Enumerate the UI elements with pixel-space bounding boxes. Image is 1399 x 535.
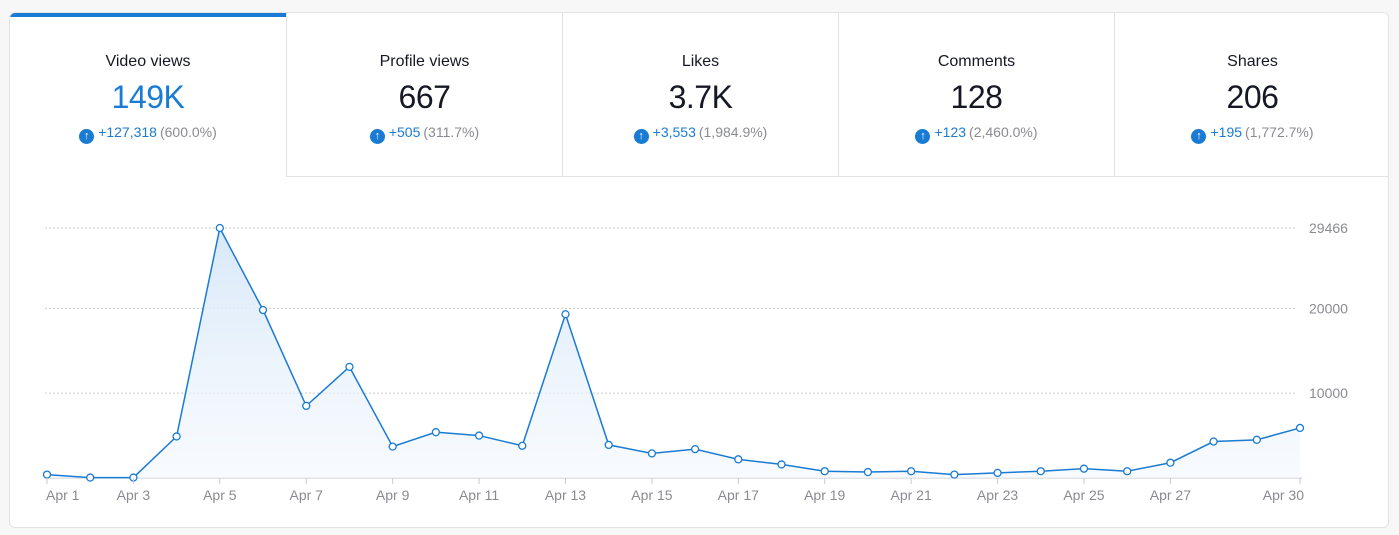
data-point[interactable] (906, 467, 916, 476)
x-tick-label: Apr 1 (46, 487, 80, 503)
metric-tabs: Video views 149K ↑ +127,318 (600.0%) Profi… (10, 13, 1388, 178)
x-tick-label: Apr 17 (718, 487, 759, 503)
percent-change: (1,984.9%) (698, 124, 768, 140)
data-point[interactable] (474, 431, 484, 440)
arrow-up-circle-icon: ↑ (369, 129, 385, 144)
x-tick-label: Apr 3 (117, 487, 151, 503)
data-point[interactable] (518, 441, 527, 450)
x-tick-label: Apr 27 (1150, 487, 1191, 503)
x-tick-label: Apr 15 (631, 487, 672, 503)
data-point[interactable] (431, 428, 441, 437)
tab-label: Profile views (379, 53, 470, 70)
y-tick-label: 29466 (1309, 220, 1348, 236)
tab-change: ↑ +505 (311.7%) (287, 124, 562, 144)
tab-change: ↑ +3,553 (1,984.9%) (563, 124, 838, 144)
delta-value: +195 (1210, 124, 1243, 140)
percent-change: (311.7%) (423, 124, 480, 140)
analytics-card: Video views 149K ↑ +127,318 (600.0%) Profi… (9, 12, 1389, 528)
data-point[interactable] (302, 401, 311, 411)
tab-video-views[interactable]: Video views 149K ↑ +127,318 (600.0%) (10, 13, 286, 177)
tab-change: ↑ +195 (1,772.7%) (1115, 124, 1388, 144)
data-point[interactable] (258, 305, 268, 315)
x-tick-label: Apr 11 (459, 487, 499, 503)
tab-value: 206 (1226, 79, 1279, 115)
data-point[interactable] (820, 467, 829, 476)
data-point[interactable] (345, 362, 354, 372)
data-point[interactable] (42, 470, 52, 479)
delta-value: +127,318 (98, 124, 157, 140)
tab-label: Likes (681, 53, 720, 70)
data-point[interactable] (1123, 467, 1132, 476)
data-point[interactable] (863, 467, 873, 477)
tab-change: ↑ +123 (2,460.0%) (839, 124, 1114, 144)
arrow-up-circle-icon: ↑ (915, 129, 931, 144)
arrow-up-circle-icon: ↑ (79, 129, 95, 144)
active-tab-indicator (10, 13, 286, 17)
data-point[interactable] (1166, 458, 1175, 467)
percent-change: (1,772.7%) (1245, 124, 1314, 140)
x-tick-label: Apr 9 (376, 487, 410, 503)
tab-value: 128 (950, 79, 1003, 115)
data-point[interactable] (604, 440, 613, 450)
tab-comments[interactable]: Comments 128 ↑ +123 (2,460.0%) (838, 13, 1114, 177)
tab-likes[interactable]: Likes 3.7K ↑ +3,553 (1,984.9%) (562, 13, 838, 177)
data-point[interactable] (172, 432, 181, 441)
arrow-up-circle-icon: ↑ (633, 129, 649, 144)
tab-value: 667 (398, 79, 451, 115)
data-point[interactable] (690, 445, 700, 454)
tab-value: 3.7K (668, 79, 733, 115)
data-point[interactable] (86, 473, 95, 482)
tab-change: ↑ +127,318 (600.0%) (10, 124, 286, 144)
x-tick-label: Apr 7 (290, 487, 324, 503)
data-point[interactable] (1252, 435, 1261, 444)
tab-value: 149K (111, 79, 185, 115)
data-point[interactable] (1209, 437, 1218, 446)
area-fill (47, 228, 1300, 478)
tab-profile-views[interactable]: Profile views 667 ↑ +505 (311.7%) (286, 13, 562, 177)
data-point[interactable] (1036, 467, 1045, 476)
arrow-up-circle-icon: ↑ (1191, 129, 1207, 144)
x-tick-label: Apr 5 (203, 487, 237, 503)
series-line (46, 225, 1301, 479)
delta-value: +3,553 (652, 124, 696, 140)
data-point[interactable] (647, 449, 657, 458)
delta-value: +505 (388, 124, 421, 140)
x-tick-label: Apr 21 (891, 487, 932, 503)
x-tick-label: Apr 23 (977, 487, 1018, 503)
delta-value: +123 (934, 124, 967, 140)
data-point[interactable] (993, 468, 1002, 478)
tab-shares[interactable]: Shares 206 ↑ +195 (1,772.7%) (1114, 13, 1388, 177)
data-point[interactable] (215, 223, 224, 233)
y-tick-label: 10000 (1309, 385, 1348, 401)
data-point[interactable] (388, 442, 397, 451)
tab-label: Shares (1227, 53, 1278, 70)
data-point[interactable] (734, 455, 743, 464)
data-point[interactable] (777, 460, 786, 469)
x-tick-label: Apr 19 (804, 487, 845, 503)
x-tick-label: Apr 25 (1063, 487, 1104, 503)
percent-change: (2,460.0%) (969, 124, 1038, 140)
data-point[interactable] (950, 470, 959, 479)
y-tick-label: 20000 (1309, 300, 1348, 316)
x-tick-label: Apr 30 (1263, 487, 1304, 503)
x-tick-label: Apr 13 (545, 487, 586, 503)
data-point[interactable] (1295, 423, 1305, 433)
tab-label: Comments (937, 53, 1016, 70)
tab-label: Video views (105, 53, 191, 70)
data-point[interactable] (561, 310, 570, 319)
video-views-line-chart: 10000 20000 29466 Apr 1 Apr 3 Apr 5 Apr 7 Apr … (42, 220, 1348, 503)
data-point[interactable] (1079, 464, 1089, 473)
percent-change: (600.0%) (159, 124, 217, 140)
